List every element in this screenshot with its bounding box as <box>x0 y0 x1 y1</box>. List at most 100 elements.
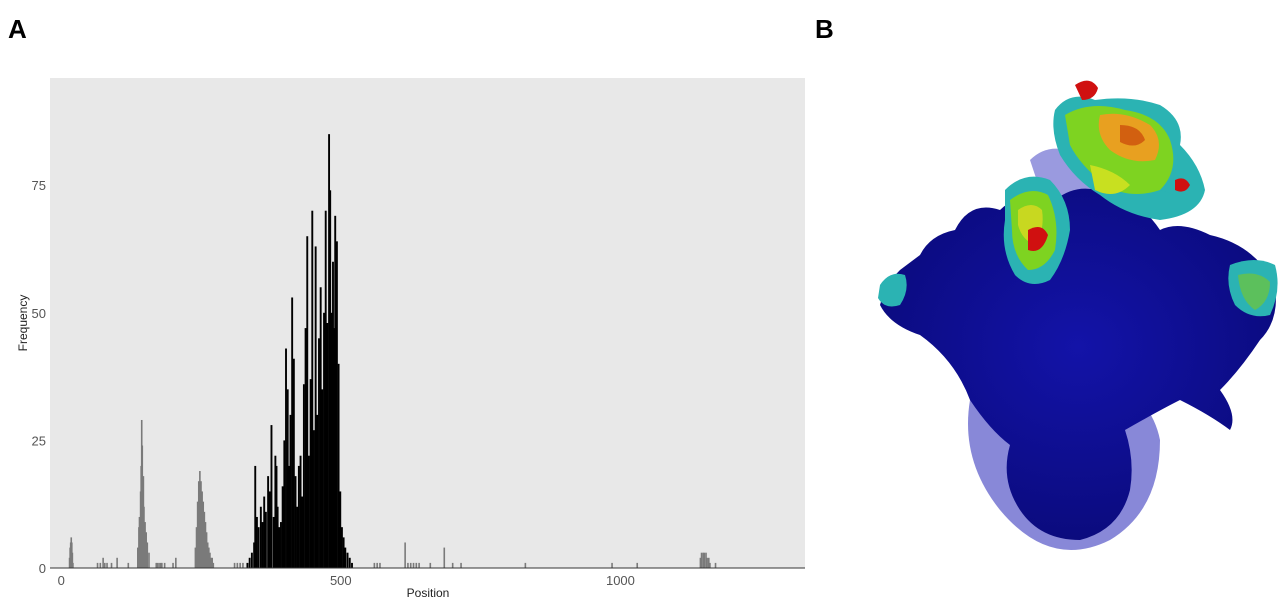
bar <box>335 241 338 568</box>
bar <box>197 481 200 568</box>
bar <box>206 542 209 568</box>
bar <box>636 562 639 568</box>
bar <box>276 506 279 568</box>
bar <box>209 552 211 568</box>
bar <box>297 465 300 568</box>
bar <box>309 379 312 568</box>
bar <box>104 562 106 568</box>
bar <box>306 236 309 569</box>
bar <box>346 552 349 568</box>
bar <box>281 486 284 568</box>
bar <box>407 562 409 568</box>
bar <box>255 516 258 568</box>
bar <box>342 537 345 569</box>
bar <box>337 363 340 568</box>
bar <box>451 562 454 568</box>
bar <box>296 506 299 568</box>
bar <box>163 562 166 568</box>
bar <box>324 210 327 568</box>
bar <box>700 552 703 568</box>
bar <box>148 552 150 568</box>
bar <box>161 562 163 568</box>
bar <box>127 562 130 568</box>
panel-a-label: A <box>8 14 27 44</box>
x-tick-label: 500 <box>330 573 352 588</box>
bar <box>339 491 342 568</box>
bar <box>233 562 236 568</box>
bar <box>259 506 262 568</box>
bar <box>418 562 420 568</box>
protein-structure-image <box>878 80 1278 550</box>
bar <box>270 425 273 568</box>
bar <box>323 312 325 568</box>
bar <box>412 562 415 568</box>
bar <box>702 552 705 568</box>
bar <box>326 323 329 568</box>
bar <box>275 465 278 568</box>
x-axis-label: Position <box>407 586 450 599</box>
y-tick-label: 75 <box>32 178 46 193</box>
bar <box>703 552 706 568</box>
bar <box>264 511 267 568</box>
bar <box>286 389 289 568</box>
bar <box>201 491 203 568</box>
frequency-chart: 0 500 1000 0 25 50 75 Position Frequency <box>16 78 805 599</box>
bar <box>278 527 281 568</box>
bar <box>301 496 304 568</box>
bar <box>116 557 118 568</box>
bar <box>288 465 291 568</box>
bar <box>307 455 310 568</box>
bar <box>318 338 320 568</box>
bar <box>714 562 717 568</box>
bar <box>110 562 113 568</box>
bar <box>429 562 432 568</box>
bar <box>274 455 277 568</box>
bar <box>172 562 174 568</box>
bar <box>261 522 264 568</box>
bar <box>708 557 710 568</box>
x-tick-label: 0 <box>58 573 65 588</box>
bar <box>204 522 207 568</box>
y-tick-label: 25 <box>32 433 46 448</box>
plot-panel <box>50 78 805 568</box>
bar <box>155 562 158 568</box>
bar <box>332 261 334 568</box>
bar <box>194 547 197 568</box>
bar <box>329 190 332 569</box>
bar <box>246 562 249 568</box>
bar <box>611 562 613 568</box>
bar <box>267 476 270 569</box>
bar <box>330 312 333 568</box>
bar <box>141 445 144 568</box>
bar <box>257 527 260 568</box>
bar <box>314 246 317 568</box>
bar <box>208 547 210 568</box>
bar <box>283 440 286 568</box>
bar <box>291 297 294 568</box>
y-tick-label: 50 <box>32 306 46 321</box>
bar <box>196 501 199 568</box>
bar <box>524 562 527 568</box>
bar <box>285 348 287 568</box>
bar <box>202 501 205 568</box>
bar <box>705 552 707 568</box>
panel-b-label: B <box>815 14 834 44</box>
bar <box>404 542 406 568</box>
bar <box>200 481 202 568</box>
bar <box>321 389 324 568</box>
bars-group <box>68 134 717 569</box>
bar <box>409 562 412 568</box>
x-tick-label: 1000 <box>606 573 635 588</box>
bar <box>379 562 381 568</box>
bar <box>340 527 343 568</box>
bar <box>143 506 145 568</box>
ticks-group: 0 500 1000 0 25 50 75 <box>32 178 635 588</box>
bar <box>248 557 251 568</box>
bar <box>205 532 208 568</box>
bar <box>299 455 302 568</box>
bar <box>304 328 307 568</box>
bar <box>302 384 305 568</box>
bar <box>289 414 292 569</box>
bar <box>212 562 215 568</box>
bar <box>373 562 376 568</box>
